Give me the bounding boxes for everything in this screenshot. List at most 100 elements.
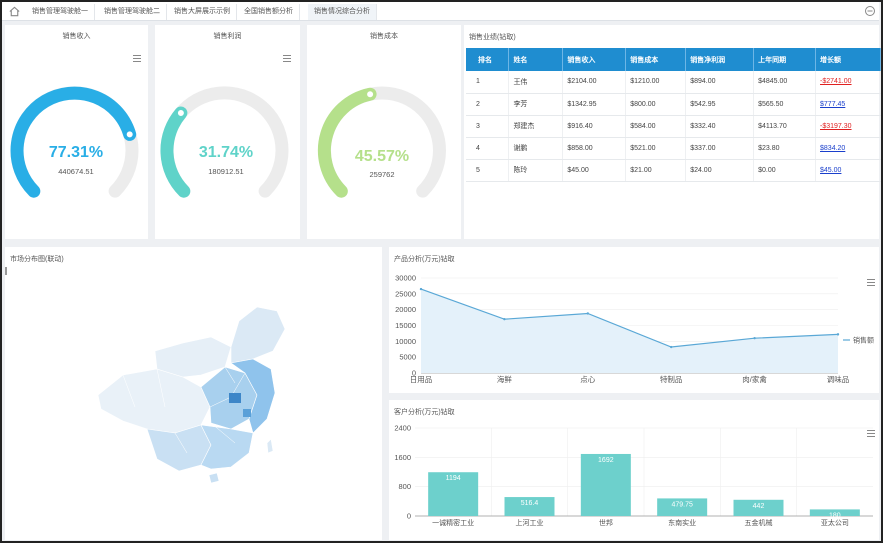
cell-name: 郑建杰	[508, 115, 564, 138]
tab-dashboard-2[interactable]: 销售管理驾驶舱二	[98, 4, 167, 20]
col-growth[interactable]: 增长额	[815, 48, 881, 71]
map-region-northeast	[230, 306, 286, 364]
tab-bigscreen-demo[interactable]: 销售大屏展示示例	[168, 4, 237, 20]
x-tick-label: 调味品	[827, 374, 850, 384]
map-scroll-handle[interactable]	[5, 267, 7, 275]
menu-icon[interactable]	[283, 55, 291, 62]
cell-last-year: $4845.00	[753, 71, 817, 94]
home-icon[interactable]	[8, 5, 21, 18]
bar-value-label: 180	[829, 512, 841, 519]
x-tick-label: 海鲜	[497, 374, 512, 384]
y-tick-label: 5000	[399, 353, 416, 362]
table-row[interactable]: 2 李芳 $1342.95 $800.00 $542.95 $565.50 $7…	[466, 93, 881, 116]
col-revenue[interactable]: 销售收入	[562, 48, 627, 71]
cell-last-year: $0.00	[753, 159, 817, 182]
cell-name: 谢鹏	[508, 137, 564, 160]
data-point	[586, 312, 589, 315]
expand-icon[interactable]	[864, 5, 876, 17]
cell-cost: $584.00	[625, 115, 687, 138]
table-row[interactable]: 1 王伟 $2104.00 $1210.00 $894.00 $4845.00 …	[466, 71, 881, 94]
cell-rank: 5	[466, 159, 510, 182]
x-tick-label: 世邦	[599, 518, 613, 527]
gauge-value: 259762	[369, 170, 394, 179]
growth-link[interactable]: -$2741.00	[820, 78, 852, 86]
cell-net-profit: $542.95	[685, 93, 755, 116]
cell-rank: 4	[466, 137, 510, 160]
cell-cost: $1210.00	[625, 71, 687, 94]
y-tick-label: 1600	[394, 453, 411, 462]
cell-growth[interactable]: $834.20	[815, 137, 881, 160]
cell-revenue: $2104.00	[562, 71, 627, 94]
cell-growth[interactable]: $45.00	[815, 159, 881, 182]
x-tick-label: 日用品	[410, 375, 433, 384]
cell-revenue: $45.00	[562, 159, 627, 182]
series-line	[420, 288, 839, 348]
bar	[580, 453, 631, 516]
gauge-value: 440674.51	[58, 167, 93, 176]
col-rank[interactable]: 排名	[466, 48, 510, 71]
x-tick-label: 五金机械	[745, 518, 773, 527]
cell-name: 陈玲	[508, 159, 564, 182]
col-name[interactable]: 姓名	[508, 48, 564, 71]
table-row[interactable]: 3 郑建杰 $916.40 $584.00 $332.40 $4113.70 -…	[466, 115, 881, 138]
tab-sales-overview[interactable]: 销售情况综合分析	[308, 4, 377, 20]
menu-icon[interactable]	[867, 430, 875, 437]
map-region-west	[97, 368, 211, 434]
data-point	[503, 317, 506, 321]
growth-link[interactable]: $834.20	[820, 144, 846, 152]
gauge-panel-cost: 销售成本 45.57% 259762	[307, 25, 461, 239]
product-chart-panel: 产品分析(万元)钻取 30000 25000 20000 15000 10000 5000…	[389, 247, 879, 393]
col-last-year[interactable]: 上年同期	[753, 48, 817, 71]
bar	[428, 472, 479, 516]
cell-growth[interactable]: -$2741.00	[815, 71, 881, 94]
tab-national-sales[interactable]: 全国销售额分析	[238, 4, 300, 20]
x-tick-label: 一诚精密工业	[432, 518, 474, 527]
data-point	[836, 333, 840, 336]
col-cost[interactable]: 销售成本	[625, 48, 687, 71]
growth-link[interactable]: -$3197.30	[820, 122, 852, 130]
bar	[657, 498, 708, 516]
gauge-percent: 45.57%	[355, 148, 409, 165]
cell-growth[interactable]: -$3197.30	[815, 115, 881, 138]
customer-chart-panel: 客户分析(万元)钻取 2400 1600 800 0 1194 一诚精密工业 516.4 上河…	[389, 400, 879, 540]
cell-last-year: $4113.70	[753, 115, 817, 138]
y-tick-label: 20000	[395, 305, 416, 314]
x-tick-label: 点心	[580, 375, 595, 384]
gauge-profit: 31.74% 180912.51	[160, 86, 289, 198]
gauge-fill	[160, 106, 191, 198]
cell-last-year: $23.80	[753, 137, 817, 160]
bar-value-label: 1194	[446, 475, 461, 482]
cell-cost: $800.00	[625, 93, 687, 116]
tab-dashboard-1[interactable]: 销售管理驾驶舱一	[26, 4, 95, 20]
table-row[interactable]: 4 谢鹏 $858.00 $521.00 $337.00 $23.80 $834…	[466, 137, 881, 160]
bar-value-label: 479.75	[671, 501, 693, 508]
cell-rank: 2	[466, 93, 510, 116]
growth-link[interactable]: $777.45	[820, 100, 846, 108]
x-tick-label: 亚太公司	[821, 518, 849, 527]
y-tick-label: 25000	[395, 289, 416, 298]
cell-revenue: $916.40	[562, 115, 627, 138]
cell-growth[interactable]: $777.45	[815, 93, 881, 116]
x-tick-label: 肉/家禽	[742, 374, 767, 384]
cell-cost: $21.00	[625, 159, 687, 182]
menu-icon[interactable]	[133, 55, 141, 62]
area-fill	[421, 289, 838, 373]
growth-link[interactable]: $45.00	[820, 166, 842, 174]
cell-name: 李芳	[508, 93, 564, 116]
menu-icon[interactable]	[867, 279, 875, 286]
gauge-title: 销售收入	[62, 33, 91, 40]
cell-revenue: $858.00	[562, 137, 627, 160]
y-tick-label: 2400	[394, 424, 411, 433]
gauge-knob	[365, 89, 376, 100]
col-net-profit[interactable]: 销售净利润	[685, 48, 755, 71]
gauge-revenue: 77.31% 440674.51	[10, 86, 139, 198]
cell-net-profit: $24.00	[685, 159, 755, 182]
table-row[interactable]: 5 陈玲 $45.00 $21.00 $24.00 $0.00 $45.00	[466, 159, 881, 182]
china-map[interactable]	[5, 247, 382, 540]
customer-bar-chart: 2400 1600 800 0 1194 一诚精密工业 516.4 上河工业 1692 世邦 479…	[394, 424, 873, 527]
cell-last-year: $565.50	[753, 93, 817, 116]
cell-net-profit: $337.00	[685, 137, 755, 160]
bar	[809, 509, 860, 516]
gauge-percent: 77.31%	[49, 144, 103, 161]
